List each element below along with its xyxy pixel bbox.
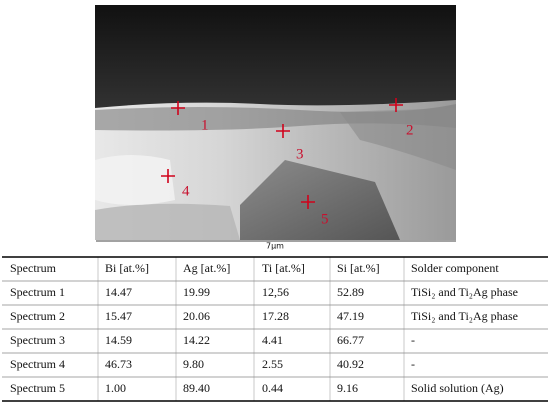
crosses bbox=[161, 98, 403, 209]
table-cell: 14.47 bbox=[105, 285, 132, 299]
header-cell: Spectrum bbox=[10, 261, 57, 275]
header-cell: Ag [at.%] bbox=[183, 261, 230, 275]
marker-label: 4 bbox=[182, 183, 190, 199]
table-cell: Spectrum 2 bbox=[10, 309, 65, 323]
marker-label: 5 bbox=[321, 211, 329, 227]
table-cell: 4.41 bbox=[262, 333, 283, 347]
table-cell: 1.00 bbox=[105, 381, 126, 395]
marker-label: 1 bbox=[201, 117, 209, 133]
table-cell: TiSi₂ and Ti₂Ag phase bbox=[411, 285, 518, 299]
table-cell: Spectrum 3 bbox=[10, 333, 65, 347]
marker-label: 3 bbox=[296, 146, 304, 162]
table-cell: Solid solution (Ag) bbox=[411, 381, 504, 395]
header-cell: Bi [at.%] bbox=[105, 261, 149, 275]
table-cell: 9.16 bbox=[337, 381, 358, 395]
sem-image bbox=[95, 5, 456, 242]
table-cell: 20.06 bbox=[183, 309, 210, 323]
table-cell: 47.19 bbox=[337, 309, 364, 323]
header-cell: Ti [at.%] bbox=[262, 261, 305, 275]
table-cell: 14.59 bbox=[105, 333, 132, 347]
scale-bar-label: 7µm bbox=[266, 242, 284, 251]
table-cell: 14.22 bbox=[183, 333, 210, 347]
table-cell: - bbox=[411, 357, 415, 371]
table-cell: 46.73 bbox=[105, 357, 132, 371]
table-cell: 66.77 bbox=[337, 333, 364, 347]
table-cell: 40.92 bbox=[337, 357, 364, 371]
table-cell: 0.44 bbox=[262, 381, 283, 395]
table-cell: TiSi₂ and Ti₂Ag phase bbox=[411, 309, 518, 323]
table-cell: 12,56 bbox=[262, 285, 289, 299]
marker-label: 2 bbox=[406, 122, 414, 138]
table-cell: 89.40 bbox=[183, 381, 210, 395]
table-cell: 9.80 bbox=[183, 357, 204, 371]
table-cell: 2.55 bbox=[262, 357, 283, 371]
table-cell: 19.99 bbox=[183, 285, 210, 299]
table-cell: Spectrum 1 bbox=[10, 285, 65, 299]
table-cell: 17.28 bbox=[262, 309, 289, 323]
table-cell: 52.89 bbox=[337, 285, 364, 299]
header-cell: Solder component bbox=[411, 261, 499, 275]
header-cell: Si [at.%] bbox=[337, 261, 380, 275]
table: Spectrum Bi [at.%] Ag [at.%] Ti [at.%] Si [a… bbox=[2, 256, 548, 402]
table-cell: Spectrum 4 bbox=[10, 357, 65, 371]
table-cell: Spectrum 5 bbox=[10, 381, 65, 395]
table-cell: - bbox=[411, 333, 415, 347]
table-cell: 15.47 bbox=[105, 309, 132, 323]
